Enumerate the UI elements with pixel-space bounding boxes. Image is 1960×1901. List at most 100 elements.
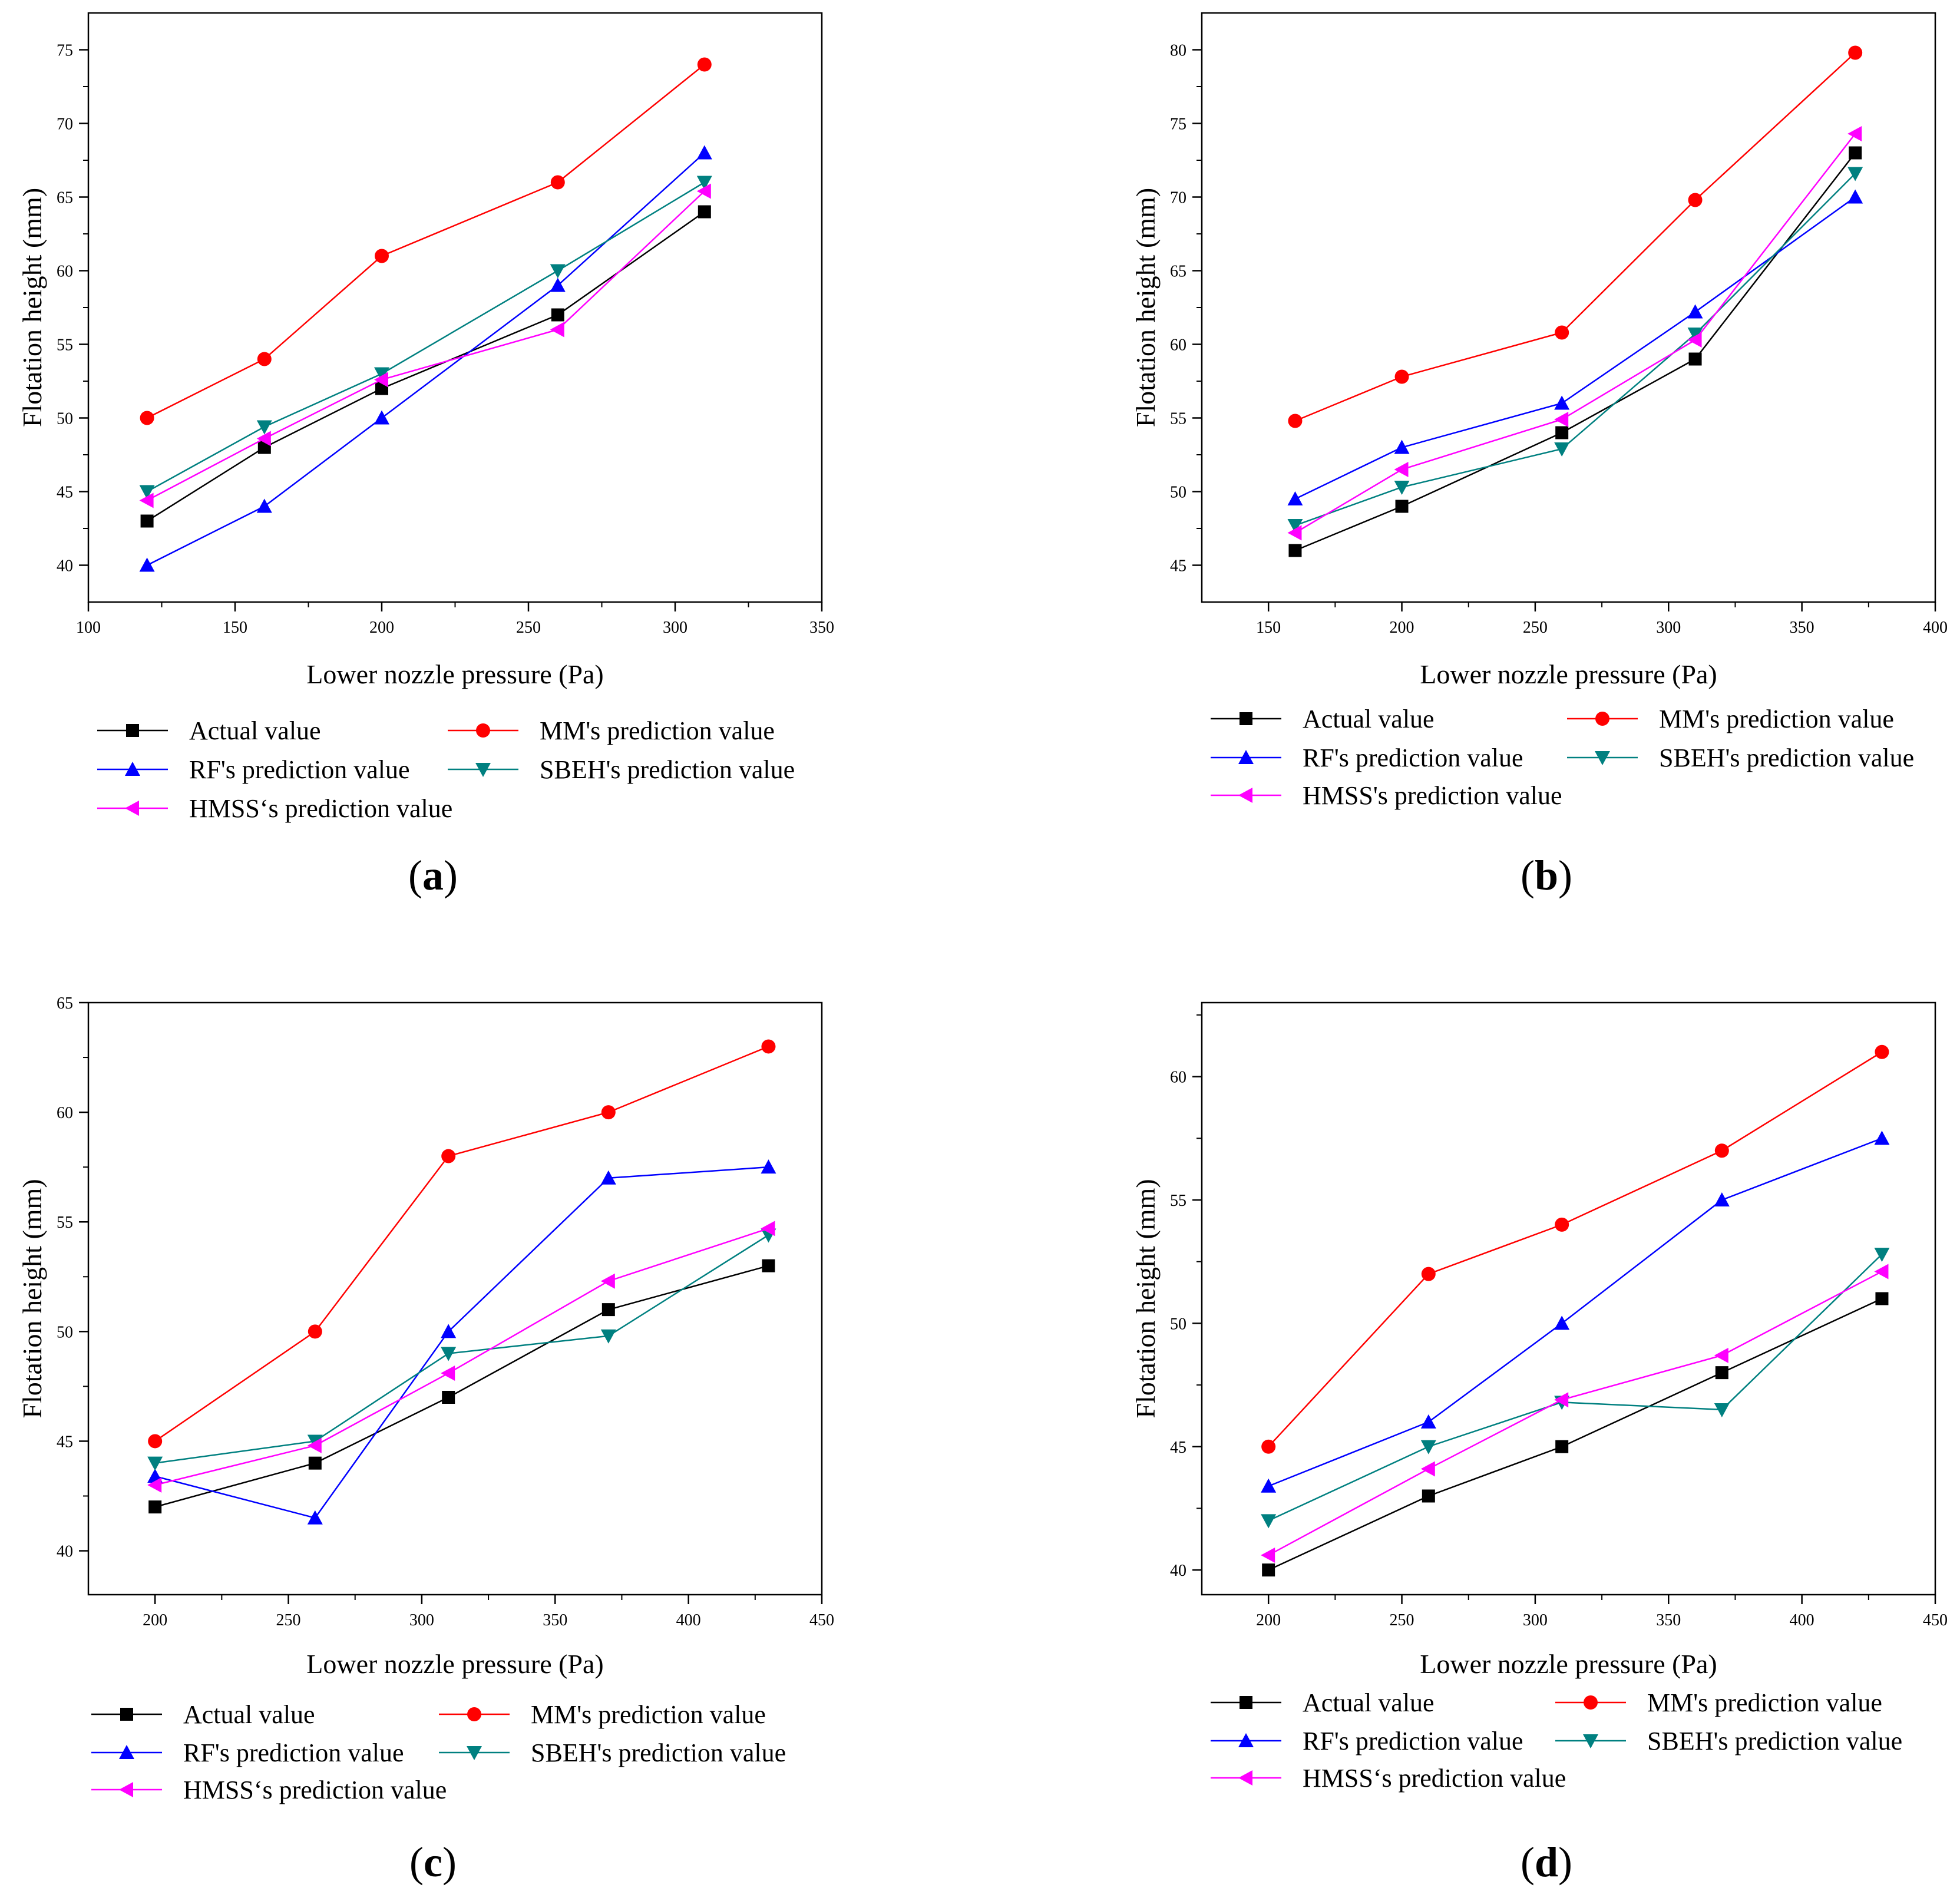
data-point-mm — [1261, 1439, 1276, 1454]
data-point-sbeh — [696, 176, 712, 190]
series-line-hmss — [1268, 1271, 1883, 1556]
legend-marker-mm — [467, 1707, 481, 1721]
y-tick-label: 60 — [1170, 1069, 1186, 1087]
legend-item-mm: MM's prediction value — [1555, 1688, 1882, 1717]
data-point-sbeh — [1554, 442, 1570, 457]
y-tick-label: 55 — [1170, 1192, 1186, 1210]
legend-marker-rf — [1238, 1733, 1254, 1747]
data-point-rf — [1394, 439, 1410, 454]
data-point-hmss — [1394, 462, 1409, 477]
x-tick-label: 200 — [1390, 619, 1414, 637]
data-point-mm — [441, 1149, 456, 1163]
y-tick-label: 60 — [1170, 336, 1186, 355]
y-tick-label: 65 — [57, 189, 73, 207]
panel-paren-open: ( — [1521, 1839, 1535, 1886]
series-line-mm — [1294, 52, 1856, 422]
y-tick-label: 55 — [57, 1214, 73, 1232]
series-line-mm — [147, 64, 705, 419]
panel-label: (a) — [408, 852, 458, 899]
x-tick-label: 300 — [663, 619, 688, 637]
panel-label: (c) — [409, 1839, 457, 1886]
series-line-rf — [147, 152, 705, 566]
panel-letter: a — [422, 852, 444, 899]
plot-frame — [87, 1001, 823, 1596]
x-tick-label: 350 — [809, 619, 834, 637]
y-tick-label: 70 — [57, 115, 73, 134]
legend-marker-sbeh — [1583, 1734, 1598, 1748]
x-axis-label: Lower nozzle pressure (Pa) — [1420, 1649, 1717, 1679]
data-point-sbeh — [550, 264, 566, 279]
data-point-rf — [307, 1510, 323, 1525]
data-point-rf — [1554, 395, 1570, 410]
y-axis-label: Flotation height (mm) — [17, 188, 47, 427]
series-line-actual — [1268, 1298, 1882, 1571]
data-point-rf — [139, 557, 155, 572]
y-axis-label: Flotation height (mm) — [1131, 1179, 1161, 1418]
legend-marker-actual — [126, 724, 139, 737]
data-point-hmss — [1554, 412, 1569, 427]
data-point-rf — [1847, 189, 1863, 204]
data-point-sbeh — [1420, 1440, 1436, 1454]
legend-label: HMSS's prediction value — [1303, 781, 1562, 810]
data-point-mm — [1394, 369, 1409, 384]
legend-marker-rf — [125, 762, 140, 776]
data-point-sbeh — [1714, 1403, 1730, 1417]
legend-item-actual: Actual value — [91, 1700, 315, 1729]
y-tick-label: 75 — [1170, 115, 1186, 134]
chart-panel-a: 100 150 200 250 300 350 40 45 50 55 60 65 70 75 Lower … — [17, 12, 834, 899]
data-point-mm — [375, 249, 389, 263]
legend-label: SBEH's prediction value — [1659, 743, 1914, 772]
series-line-mm — [154, 1046, 769, 1442]
data-point-rf — [550, 277, 566, 292]
x-tick-label: 200 — [369, 619, 394, 637]
plot-frame — [1201, 1001, 1936, 1596]
data-point-hmss — [1420, 1461, 1435, 1477]
panel-label: (b) — [1521, 852, 1572, 899]
legend-label: RF's prediction value — [183, 1738, 404, 1767]
y-tick-label: 50 — [57, 410, 73, 428]
data-point-actual — [308, 1456, 322, 1470]
data-point-actual — [1395, 500, 1409, 513]
data-point-mm — [1714, 1143, 1729, 1158]
data-point-mm — [140, 411, 154, 425]
data-point-actual — [698, 205, 711, 219]
legend-label: MM's prediction value — [540, 716, 775, 745]
legend-label: Actual value — [1303, 1688, 1435, 1717]
data-point-sbeh — [1394, 481, 1410, 495]
series-line-actual — [154, 1265, 769, 1508]
y-tick-label: 60 — [57, 1104, 73, 1122]
panel-paren-close: ) — [1558, 1839, 1572, 1886]
plot-frame — [1201, 12, 1936, 603]
legend-label: Actual value — [183, 1700, 315, 1729]
x-tick-label: 150 — [1256, 619, 1281, 637]
data-point-mm — [550, 175, 565, 190]
x-tick-label: 250 — [1390, 1611, 1414, 1629]
data-point-actual — [1555, 1440, 1569, 1453]
x-tick-label: 250 — [516, 619, 541, 637]
y-tick-label: 50 — [57, 1323, 73, 1341]
data-point-hmss — [256, 431, 271, 447]
data-point-rf — [1554, 1315, 1570, 1330]
data-point-rf — [1420, 1414, 1436, 1429]
data-point-mm — [1848, 45, 1863, 60]
y-tick-label: 40 — [57, 1543, 73, 1561]
legend-marker-rf — [119, 1745, 134, 1759]
data-point-rf — [1287, 491, 1303, 505]
data-point-hmss — [696, 183, 711, 199]
data-point-rf — [441, 1324, 457, 1338]
x-tick-label: 200 — [143, 1611, 167, 1629]
data-point-actual — [148, 1500, 162, 1514]
data-point-mm — [1688, 193, 1703, 207]
legend-label: Actual value — [189, 716, 321, 745]
data-point-actual — [1875, 1292, 1889, 1305]
legend-marker-hmss — [125, 801, 139, 816]
x-axis-label: Lower nozzle pressure (Pa) — [1420, 659, 1717, 689]
x-tick-label: 400 — [1923, 619, 1948, 637]
legend-label: HMSS‘s prediction value — [183, 1776, 447, 1804]
x-tick-label: 100 — [76, 619, 101, 637]
legend-marker-actual — [120, 1708, 133, 1721]
data-point-mm — [601, 1105, 616, 1120]
x-tick-label: 450 — [809, 1611, 834, 1629]
data-point-hmss — [374, 372, 388, 388]
